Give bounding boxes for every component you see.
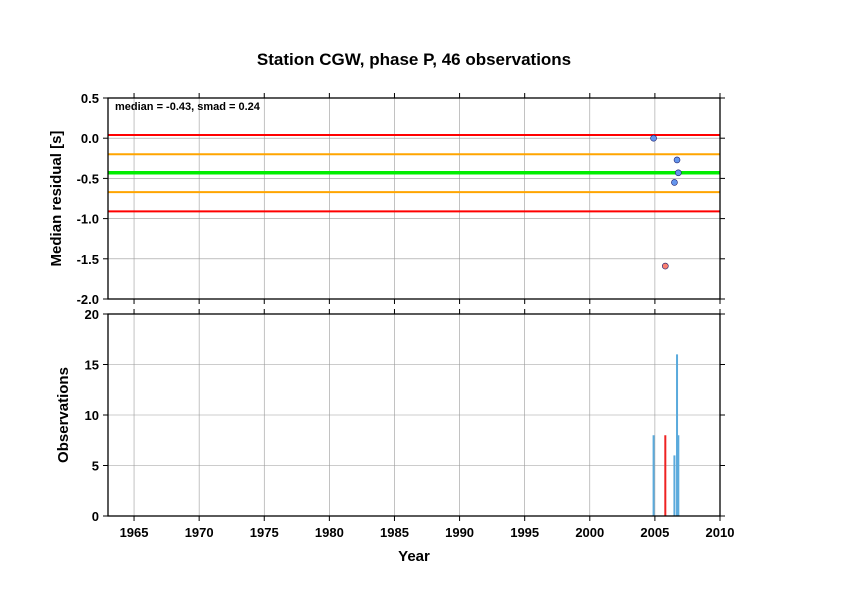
y-tick-label: 5 (92, 459, 99, 474)
residual-threshold-lines (108, 133, 720, 213)
observations-y-tick-labels: 0 5 10 15 20 (85, 307, 99, 524)
residual-panel-frame (107, 97, 721, 300)
x-tick-label: 1965 (120, 525, 149, 540)
chart-title: Station CGW, phase P, 46 observations (257, 50, 571, 69)
x-tick-label: 1990 (445, 525, 474, 540)
data-point (662, 262, 669, 270)
y-tick-label: -1.5 (77, 252, 99, 267)
residual-y-tick-labels: 0.5 0.0 -0.5 -1.0 -1.5 -2.0 (77, 91, 99, 307)
y-tick-label: -0.5 (77, 171, 99, 186)
data-point (671, 179, 678, 186)
x-tick-label: 2000 (575, 525, 604, 540)
y-tick-label: 10 (85, 408, 99, 423)
y-tick-label: 15 (85, 358, 99, 373)
y-tick-label: 0 (92, 509, 99, 524)
observations-grid (108, 313, 721, 517)
year-x-axis-label: Year (398, 548, 430, 565)
data-point (673, 156, 681, 164)
data-point (675, 169, 682, 177)
observations-bars (652, 354, 680, 516)
x-tick-label: 1975 (250, 525, 279, 540)
median-smad-annotation: median = -0.43, smad = 0.24 (115, 101, 261, 113)
x-tick-label: 2005 (640, 525, 669, 540)
x-tick-label: 1995 (510, 525, 539, 540)
x-tick-label: 1985 (380, 525, 409, 540)
y-tick-label: 0.0 (81, 131, 99, 146)
y-tick-label: 20 (85, 307, 99, 322)
observations-y-axis-label: Observations (55, 367, 72, 463)
x-tick-label: 1970 (185, 525, 214, 540)
observations-ticks (103, 309, 725, 521)
y-tick-label: -1.0 (77, 212, 99, 227)
residual-grid (108, 97, 721, 300)
residual-y-axis-label: Median residual [s] (48, 131, 65, 267)
year-x-tick-labels: 1965 1970 1975 1980 1985 1990 1995 2000 2005 2010 (120, 525, 735, 540)
y-tick-label: 0.5 (81, 91, 99, 106)
x-tick-label: 1980 (315, 525, 344, 540)
y-tick-label: -2.0 (77, 292, 99, 307)
data-point (650, 134, 657, 142)
x-tick-label: 2010 (706, 525, 735, 540)
residual-ticks (103, 93, 725, 304)
residual-points (650, 134, 682, 270)
